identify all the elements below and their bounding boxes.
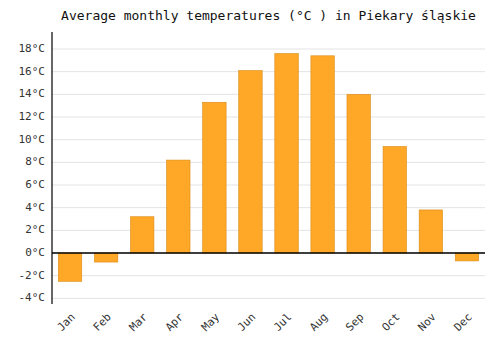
x-tick-label: Jun: [235, 311, 258, 334]
y-tick-label: -4°C: [19, 291, 46, 304]
grid-line: [52, 117, 485, 118]
y-axis-line: [51, 32, 52, 304]
grid-line: [52, 49, 485, 50]
x-tick-label: Dec: [451, 311, 474, 334]
grid-line: [52, 139, 485, 140]
x-tick-label: Feb: [91, 311, 114, 334]
bar: [419, 210, 442, 253]
y-tick-label: 0°C: [25, 246, 45, 259]
x-tick-label: Sep: [343, 311, 366, 334]
x-tick-label: Nov: [415, 310, 439, 334]
chart: -4°C -2°C 0°C 2°C 4°C 6°C 8°C 10°C 12°C 14°C 16°C 1…: [0, 0, 500, 350]
x-ticks: Jan Feb Mar Apr May Jun Jul Aug Sep Oct Nov Dec: [55, 310, 475, 334]
y-tick-label: 16°C: [19, 65, 46, 78]
bar: [130, 217, 153, 253]
y-tick-label: 6°C: [25, 178, 45, 191]
y-tick-label: -2°C: [19, 269, 46, 282]
bar: [94, 253, 117, 262]
grid-line: [52, 275, 485, 276]
grid-line: [52, 207, 485, 208]
bar: [383, 146, 406, 253]
y-tick-label: 4°C: [25, 201, 45, 214]
grid: [52, 49, 485, 298]
grid-line: [52, 298, 485, 299]
grid-line: [52, 162, 485, 163]
x-tick-label: Oct: [379, 311, 402, 334]
y-tick-label: 2°C: [25, 223, 45, 236]
grid-line: [52, 94, 485, 95]
bar: [275, 54, 298, 253]
bar: [239, 71, 262, 253]
grid-line: [52, 185, 485, 186]
bar: [203, 102, 226, 253]
y-tick-label: 14°C: [19, 87, 46, 100]
bar: [167, 160, 190, 253]
bar: [347, 94, 370, 253]
title: Average monthly temperatures (°C ) in Pi…: [61, 8, 476, 23]
y-tick-label: 18°C: [19, 42, 46, 55]
x-tick-label: Jan: [55, 311, 78, 334]
zero-line: [52, 252, 485, 254]
y-tick-label: 8°C: [25, 155, 45, 168]
bar: [455, 253, 478, 261]
x-tick-label: Aug: [307, 311, 330, 334]
x-tick-label: Apr: [163, 310, 187, 334]
grid-line: [52, 253, 485, 254]
bars: [58, 54, 478, 282]
x-tick-label: May: [199, 310, 223, 334]
bar: [58, 253, 81, 281]
x-tick-label: Jul: [271, 311, 294, 334]
y-ticks: -4°C -2°C 0°C 2°C 4°C 6°C 8°C 10°C 12°C 14°C 16°C 1…: [19, 42, 46, 304]
y-tick-label: 12°C: [19, 110, 46, 123]
bar: [311, 56, 334, 253]
y-tick-label: 10°C: [19, 133, 46, 146]
grid-line: [52, 71, 485, 72]
x-tick-label: Mar: [127, 310, 151, 334]
